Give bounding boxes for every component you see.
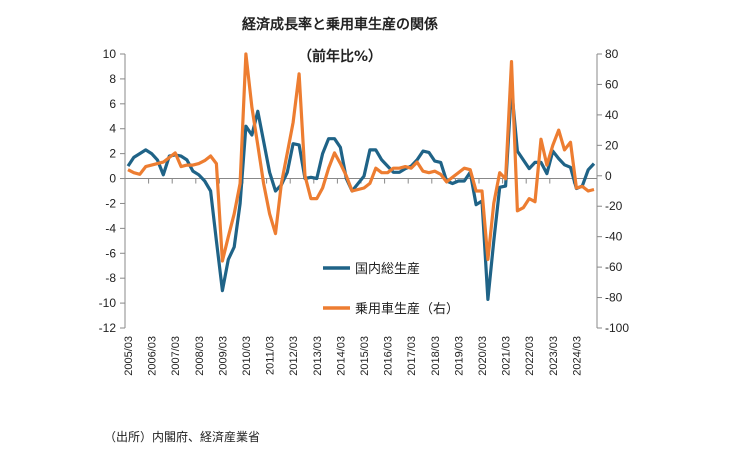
left-axis-tick-label: 0 — [109, 172, 116, 186]
left-axis-tick-label: -2 — [105, 196, 116, 210]
x-axis-tick-label: 2023/03 — [548, 336, 560, 376]
x-axis-tick-label: 2022/03 — [524, 336, 536, 376]
x-axis-tick-label: 2019/03 — [453, 336, 465, 376]
left-axis-tick-label: 4 — [109, 122, 116, 136]
left-axis-tick-label: 8 — [109, 72, 116, 86]
source-note: （出所）内閣府、経済産業省 — [104, 430, 261, 444]
x-axis-tick-label: 2007/03 — [170, 336, 182, 376]
right-axis-tick-label: 20 — [605, 138, 619, 152]
legend-label: 乗用車生産（右） — [355, 301, 459, 316]
right-axis-tick-label: -20 — [605, 199, 623, 213]
x-axis-tick-label: 2020/03 — [477, 336, 489, 376]
left-axis-tick-label: -8 — [105, 271, 116, 285]
x-axis-tick-label: 2013/03 — [312, 336, 324, 376]
x-axis-tick-label: 2014/03 — [335, 336, 347, 376]
x-axis-tick-label: 2016/03 — [383, 336, 395, 376]
left-axis-tick-label: 2 — [109, 147, 116, 161]
left-axis-tick-label: -6 — [105, 246, 116, 260]
right-axis-tick-label: -40 — [605, 230, 623, 244]
x-axis-tick-label: 2005/03 — [123, 336, 135, 376]
right-axis-tick-label: 80 — [605, 47, 619, 61]
x-axis-tick-label: 2024/03 — [571, 336, 583, 376]
left-axis-tick-label: 6 — [109, 97, 116, 111]
series-line-gdp — [126, 85, 596, 301]
x-axis-tick-label: 2011/03 — [265, 336, 277, 375]
legend-label: 国内総生産 — [355, 261, 420, 276]
x-axis-tick-label: 2015/03 — [359, 336, 371, 376]
x-axis-tick-label: 2009/03 — [217, 336, 229, 376]
x-axis-tick-label: 2018/03 — [430, 336, 442, 376]
right-axis-tick-label: 40 — [605, 108, 619, 122]
right-axis-tick-label: -100 — [605, 321, 629, 335]
x-axis-tick-label: 2017/03 — [406, 336, 418, 376]
left-axis-tick-label: -12 — [99, 321, 117, 335]
right-axis-tick-label: -60 — [605, 260, 623, 274]
x-axis-tick-label: 2006/03 — [147, 336, 159, 376]
right-axis-tick-label: -80 — [605, 291, 623, 305]
x-axis-tick-label: 2008/03 — [194, 336, 206, 376]
left-axis-tick-label: 10 — [103, 47, 117, 61]
x-axis-tick-label: 2012/03 — [288, 336, 300, 376]
chart-title: 経済成長率と乗用車生産の関係 — [242, 17, 438, 33]
chart-subtitle: （前年比%） — [297, 49, 383, 65]
series-line-car-production — [127, 52, 595, 263]
x-axis-tick-label: 2010/03 — [241, 336, 253, 376]
right-axis-tick-label: 60 — [605, 77, 619, 91]
x-axis-tick-label: 2021/03 — [501, 336, 513, 376]
left-axis-tick-label: -10 — [99, 296, 117, 310]
right-axis-tick-label: 0 — [605, 169, 612, 183]
left-axis-tick-label: -4 — [105, 221, 116, 235]
